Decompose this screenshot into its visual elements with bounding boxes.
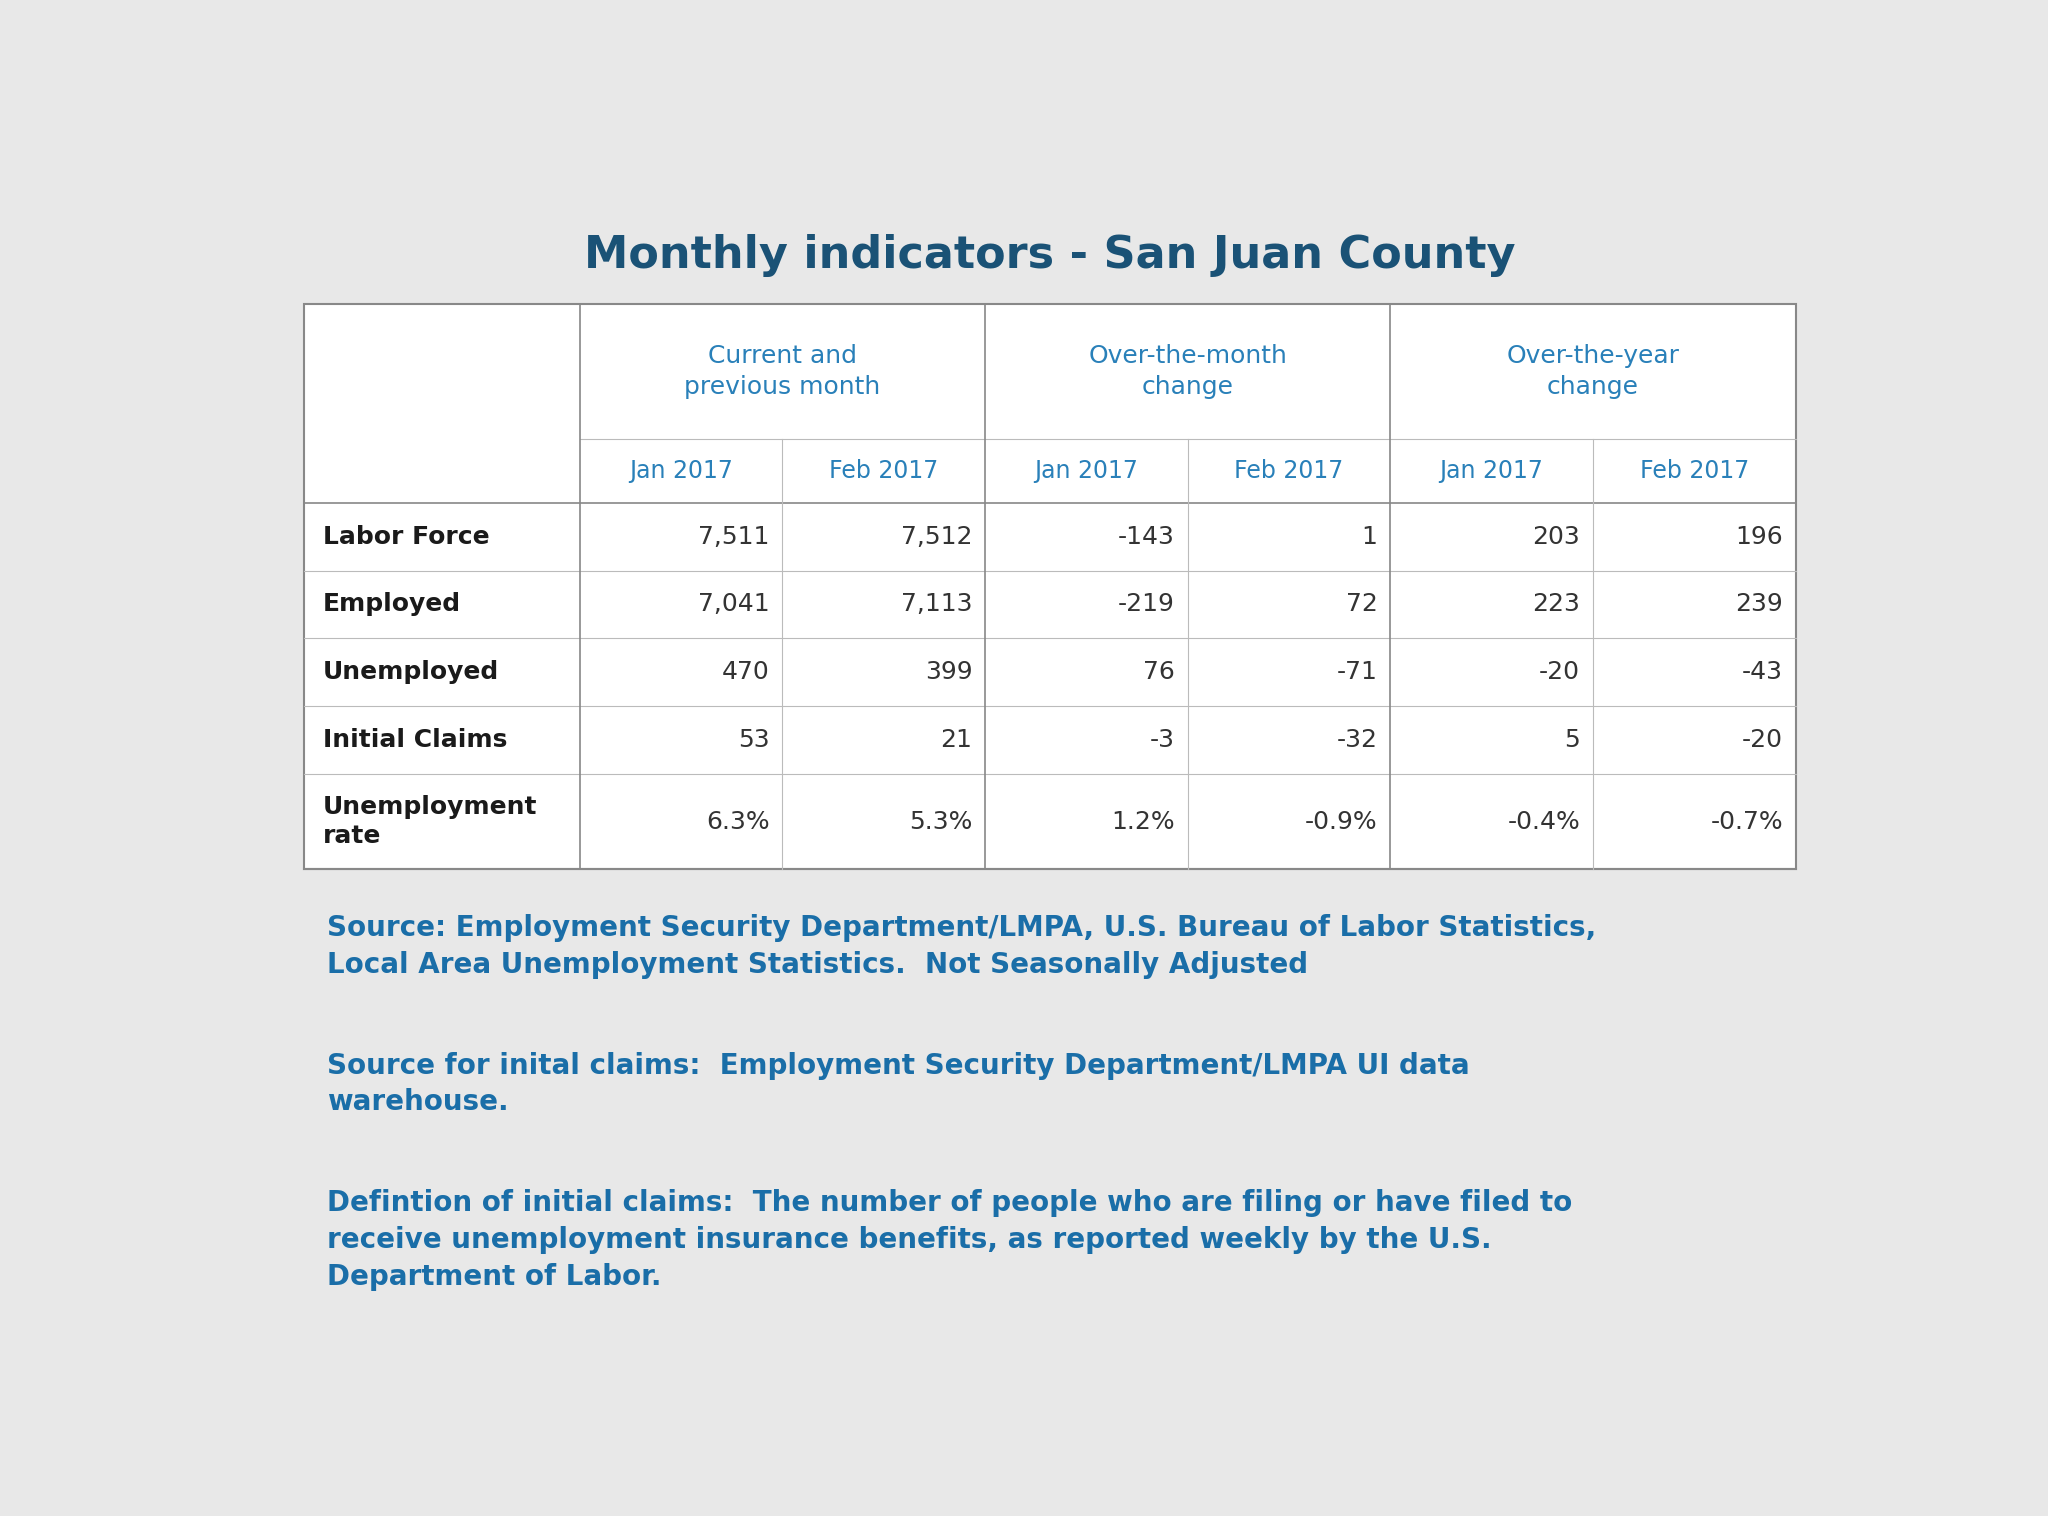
- Text: 21: 21: [940, 728, 973, 752]
- Text: 7,511: 7,511: [698, 525, 770, 549]
- Text: Feb 2017: Feb 2017: [1235, 459, 1343, 482]
- Text: -3: -3: [1149, 728, 1176, 752]
- FancyBboxPatch shape: [303, 305, 1796, 870]
- Text: Labor Force: Labor Force: [324, 525, 489, 549]
- Text: 196: 196: [1735, 525, 1784, 549]
- Text: 6.3%: 6.3%: [707, 810, 770, 834]
- Text: 72: 72: [1346, 593, 1378, 617]
- Text: 399: 399: [924, 659, 973, 684]
- Text: Over-the-month
change: Over-the-month change: [1087, 344, 1286, 399]
- Text: -219: -219: [1118, 593, 1176, 617]
- Text: -0.9%: -0.9%: [1305, 810, 1378, 834]
- Text: Source for inital claims:  Employment Security Department/LMPA UI data
warehouse: Source for inital claims: Employment Sec…: [328, 1052, 1470, 1116]
- Text: Unemployment
rate: Unemployment rate: [324, 794, 537, 849]
- Text: -43: -43: [1743, 659, 1784, 684]
- Text: Employed: Employed: [324, 593, 461, 617]
- Text: 1.2%: 1.2%: [1112, 810, 1176, 834]
- Text: Jan 2017: Jan 2017: [629, 459, 733, 482]
- Text: -20: -20: [1743, 728, 1784, 752]
- Text: Feb 2017: Feb 2017: [1640, 459, 1749, 482]
- Text: -0.4%: -0.4%: [1507, 810, 1581, 834]
- Text: 7,113: 7,113: [901, 593, 973, 617]
- Text: -32: -32: [1337, 728, 1378, 752]
- Text: Jan 2017: Jan 2017: [1440, 459, 1544, 482]
- Text: Current and
previous month: Current and previous month: [684, 344, 881, 399]
- Text: 239: 239: [1735, 593, 1784, 617]
- Text: Initial Claims: Initial Claims: [324, 728, 508, 752]
- Text: -20: -20: [1540, 659, 1581, 684]
- Text: 223: 223: [1532, 593, 1581, 617]
- Text: 53: 53: [737, 728, 770, 752]
- Text: -0.7%: -0.7%: [1710, 810, 1784, 834]
- Text: Feb 2017: Feb 2017: [829, 459, 938, 482]
- Text: 1: 1: [1362, 525, 1378, 549]
- Text: 470: 470: [721, 659, 770, 684]
- Text: Source: Employment Security Department/LMPA, U.S. Bureau of Labor Statistics,
Lo: Source: Employment Security Department/L…: [328, 914, 1597, 979]
- Text: Defintion of initial claims:  The number of people who are filing or have filed : Defintion of initial claims: The number …: [328, 1190, 1573, 1292]
- Text: 203: 203: [1532, 525, 1581, 549]
- Text: 7,512: 7,512: [901, 525, 973, 549]
- Text: 5.3%: 5.3%: [909, 810, 973, 834]
- Text: 5: 5: [1565, 728, 1581, 752]
- Text: Monthly indicators - San Juan County: Monthly indicators - San Juan County: [584, 235, 1516, 277]
- Text: 76: 76: [1143, 659, 1176, 684]
- Text: Over-the-year
change: Over-the-year change: [1507, 344, 1679, 399]
- Text: Jan 2017: Jan 2017: [1034, 459, 1139, 482]
- Text: -71: -71: [1337, 659, 1378, 684]
- Text: Unemployed: Unemployed: [324, 659, 500, 684]
- Text: -143: -143: [1118, 525, 1176, 549]
- Text: 7,041: 7,041: [698, 593, 770, 617]
